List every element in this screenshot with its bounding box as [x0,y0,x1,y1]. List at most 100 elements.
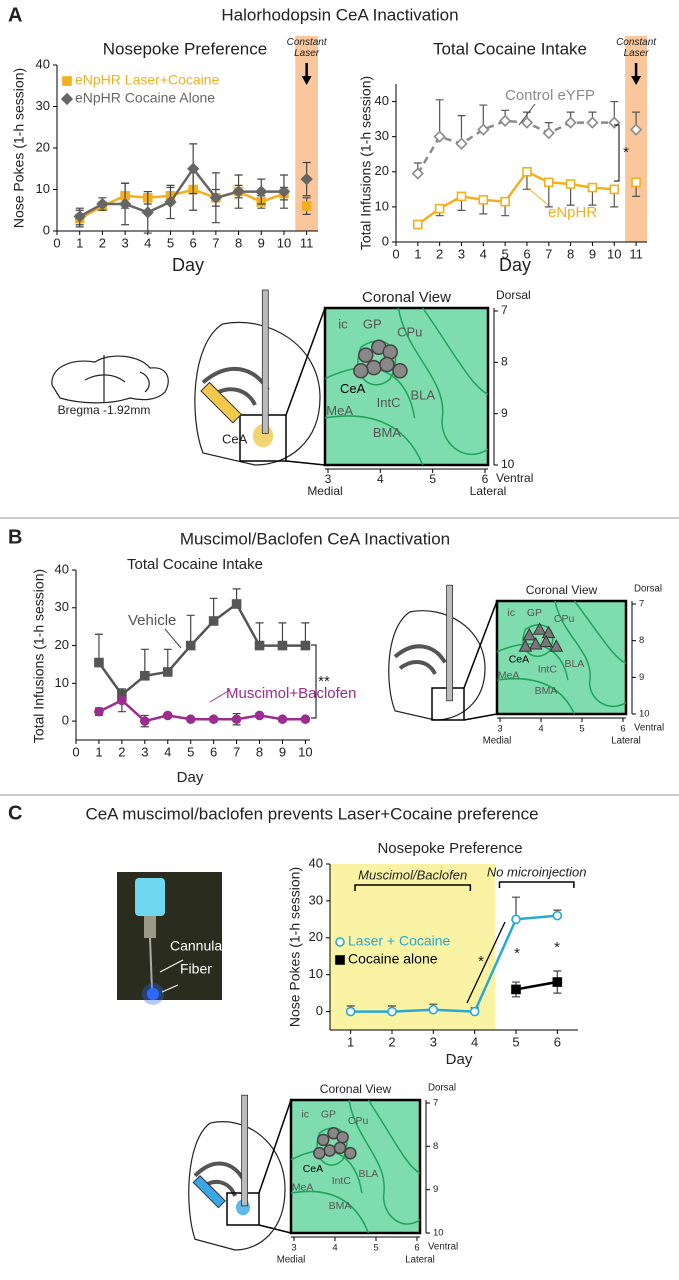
atlas-y-tick-label: 7 [501,303,508,317]
atlas-y-tick-label: 7 [639,599,644,610]
x-tick-label: 2 [118,744,125,759]
y-tick-label: 30 [309,892,323,907]
panel-title: Halorhodopsin CeA Inactivation [221,5,458,24]
brain-structure [393,644,447,675]
region-label: BMA [535,686,558,697]
region-label: BLA [564,659,584,670]
significance: * [554,939,560,956]
x-axis-label: Day [499,255,531,275]
photo-label: Cannula [170,938,222,954]
marker [511,984,521,995]
x-tick-label: 0 [72,744,79,759]
panel-title: CeA muscimol/baclofen prevents Laser+Coc… [85,804,538,823]
placement-marker [316,1133,330,1147]
legend-label: eNpHR Laser+Cocaine [75,72,220,88]
y-tick-label: 10 [375,198,389,213]
atlas: ic GP CPu CeA MeA IntC BLA BMA Coronal View 7 8 9 10… [188,1082,458,1266]
y-tick-label: 0 [62,713,69,728]
marker [455,137,468,150]
atlas-title: Coronal View [320,1082,392,1096]
x-tick-label: 5 [502,246,509,261]
marker [413,219,423,230]
marker [73,210,86,223]
region-label: IntC [377,395,401,410]
atlas-x-tick-label: 5 [429,472,436,486]
x-tick-label: 8 [235,235,242,250]
placement-marker [522,627,537,641]
x-tick-label: 1 [95,744,102,759]
region-label: GP [363,317,382,332]
marker [631,177,641,188]
atlas-ventral: Ventral [634,723,664,734]
region-label: GP [527,608,542,619]
x-tick-label: 10 [607,246,621,261]
x-tick-label: 3 [121,235,128,250]
zoom-line [285,460,326,466]
x-tick-label: 6 [190,235,197,250]
marker [164,195,177,209]
atlas-x-tick-label: 5 [579,724,584,735]
x-tick-label: 6 [523,246,530,261]
x-tick-label: 5 [167,235,174,250]
marker [185,640,196,651]
y-axis-label: Total Infusions (1-h session) [31,569,47,743]
marker [609,184,620,195]
placement-marker [379,356,395,373]
legend-label: Muscimol+Baclofen [226,685,356,702]
chart-title: Total Cocaine Intake [433,39,587,58]
x-tick-label: 11 [629,246,643,261]
marker [231,599,242,609]
marker [552,977,563,987]
atlas-y-tick-label: 7 [433,1098,438,1109]
x-axis-label: Day [446,1051,473,1068]
marker [345,1006,356,1017]
zoom-line [285,307,326,416]
x-tick-label: 7 [212,235,219,250]
marker [520,116,534,129]
placement-marker [358,347,374,363]
marker [608,116,621,129]
band-arrow-head [301,76,312,85]
atlas-x-tick-label: 6 [414,1243,419,1254]
marker [277,185,291,198]
marker [140,670,150,681]
chart: Muscimol/Baclofen No microinjection 0 10 20 3… [287,840,587,1068]
legend-label: Control eYFP [505,87,595,104]
atlas-medial: Medial [277,1255,306,1266]
panel-letter: C [8,802,22,824]
placement-marker [518,639,533,652]
atlas-x-tick-label: 6 [620,724,625,735]
series-line [515,980,558,991]
band-bracket [354,884,472,891]
placement-marker [366,359,382,376]
significance: * [623,144,629,161]
marker [300,640,311,651]
marker [254,710,265,721]
marker [117,695,127,706]
marker [208,616,219,626]
significance: * [478,953,484,970]
x-axis-label: Day [177,769,204,786]
region-label: CPu [554,614,575,625]
y-tick-label: 40 [36,56,50,71]
marker [433,130,446,143]
region-label: IntC [538,665,558,676]
x-tick-label: 2 [436,246,443,261]
legend-label: Vehicle [128,612,176,629]
band-label-box: Constant Laser [616,37,656,59]
x-tick-label: 8 [256,744,263,759]
syringe [200,381,243,424]
marker [118,197,132,211]
x-tick-label: 4 [164,744,171,759]
marker [208,714,219,725]
y-tick-label: 0 [316,1003,323,1018]
atlas-title: Coronal View [362,289,451,306]
placement-marker [333,1141,347,1155]
marker [187,162,200,175]
x-tick-label: 2 [388,1034,395,1049]
placement-marker [323,1144,336,1157]
marker [209,191,223,204]
atlas-x-tick-label: 3 [497,724,502,735]
region-label: BLA [411,387,436,402]
